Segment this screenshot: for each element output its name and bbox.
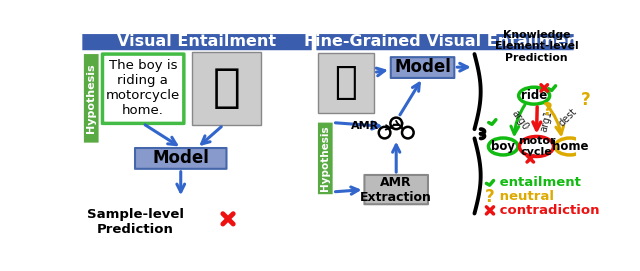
FancyBboxPatch shape <box>193 52 260 125</box>
Text: motor
cycle: motor cycle <box>518 136 556 157</box>
Text: ?: ? <box>543 101 553 118</box>
Text: 🚴: 🚴 <box>212 66 241 111</box>
FancyBboxPatch shape <box>102 54 184 123</box>
FancyBboxPatch shape <box>316 34 573 50</box>
Text: 🚴: 🚴 <box>335 65 357 101</box>
FancyBboxPatch shape <box>318 122 333 194</box>
Text: Fine-Grained Visual Entailment: Fine-Grained Visual Entailment <box>304 34 586 49</box>
FancyBboxPatch shape <box>364 175 428 204</box>
Text: AMR
Extraction: AMR Extraction <box>360 176 432 204</box>
Text: contradiction: contradiction <box>495 204 599 217</box>
Text: AMR: AMR <box>351 121 379 131</box>
Text: The boy is
riding a
motorcycle
home.: The boy is riding a motorcycle home. <box>106 59 180 117</box>
FancyBboxPatch shape <box>391 57 454 78</box>
Text: Model: Model <box>152 149 209 167</box>
Text: home: home <box>552 140 588 153</box>
Ellipse shape <box>555 138 584 155</box>
Text: Hypothesis: Hypothesis <box>320 125 330 191</box>
Text: arg0: arg0 <box>509 108 531 132</box>
Text: Visual Entailment: Visual Entailment <box>118 34 276 49</box>
Ellipse shape <box>520 137 554 156</box>
Ellipse shape <box>488 138 518 155</box>
FancyBboxPatch shape <box>84 54 99 143</box>
FancyBboxPatch shape <box>83 34 312 50</box>
Text: Knowledge
Element-level
Prediction: Knowledge Element-level Prediction <box>495 30 579 63</box>
Text: ?: ? <box>580 91 590 108</box>
Text: ride: ride <box>521 89 547 102</box>
Text: Sample-level
Prediction: Sample-level Prediction <box>87 208 184 236</box>
FancyBboxPatch shape <box>318 53 374 113</box>
FancyBboxPatch shape <box>135 148 227 169</box>
Text: boy: boy <box>491 140 515 153</box>
Text: arg1: arg1 <box>539 109 554 133</box>
Text: dest: dest <box>556 106 579 128</box>
Text: Hypothesis: Hypothesis <box>86 63 96 133</box>
Text: Model: Model <box>394 58 451 76</box>
Text: neutral: neutral <box>495 190 554 203</box>
Text: entailment: entailment <box>495 176 580 189</box>
Text: ?: ? <box>485 188 495 205</box>
Ellipse shape <box>518 87 550 104</box>
